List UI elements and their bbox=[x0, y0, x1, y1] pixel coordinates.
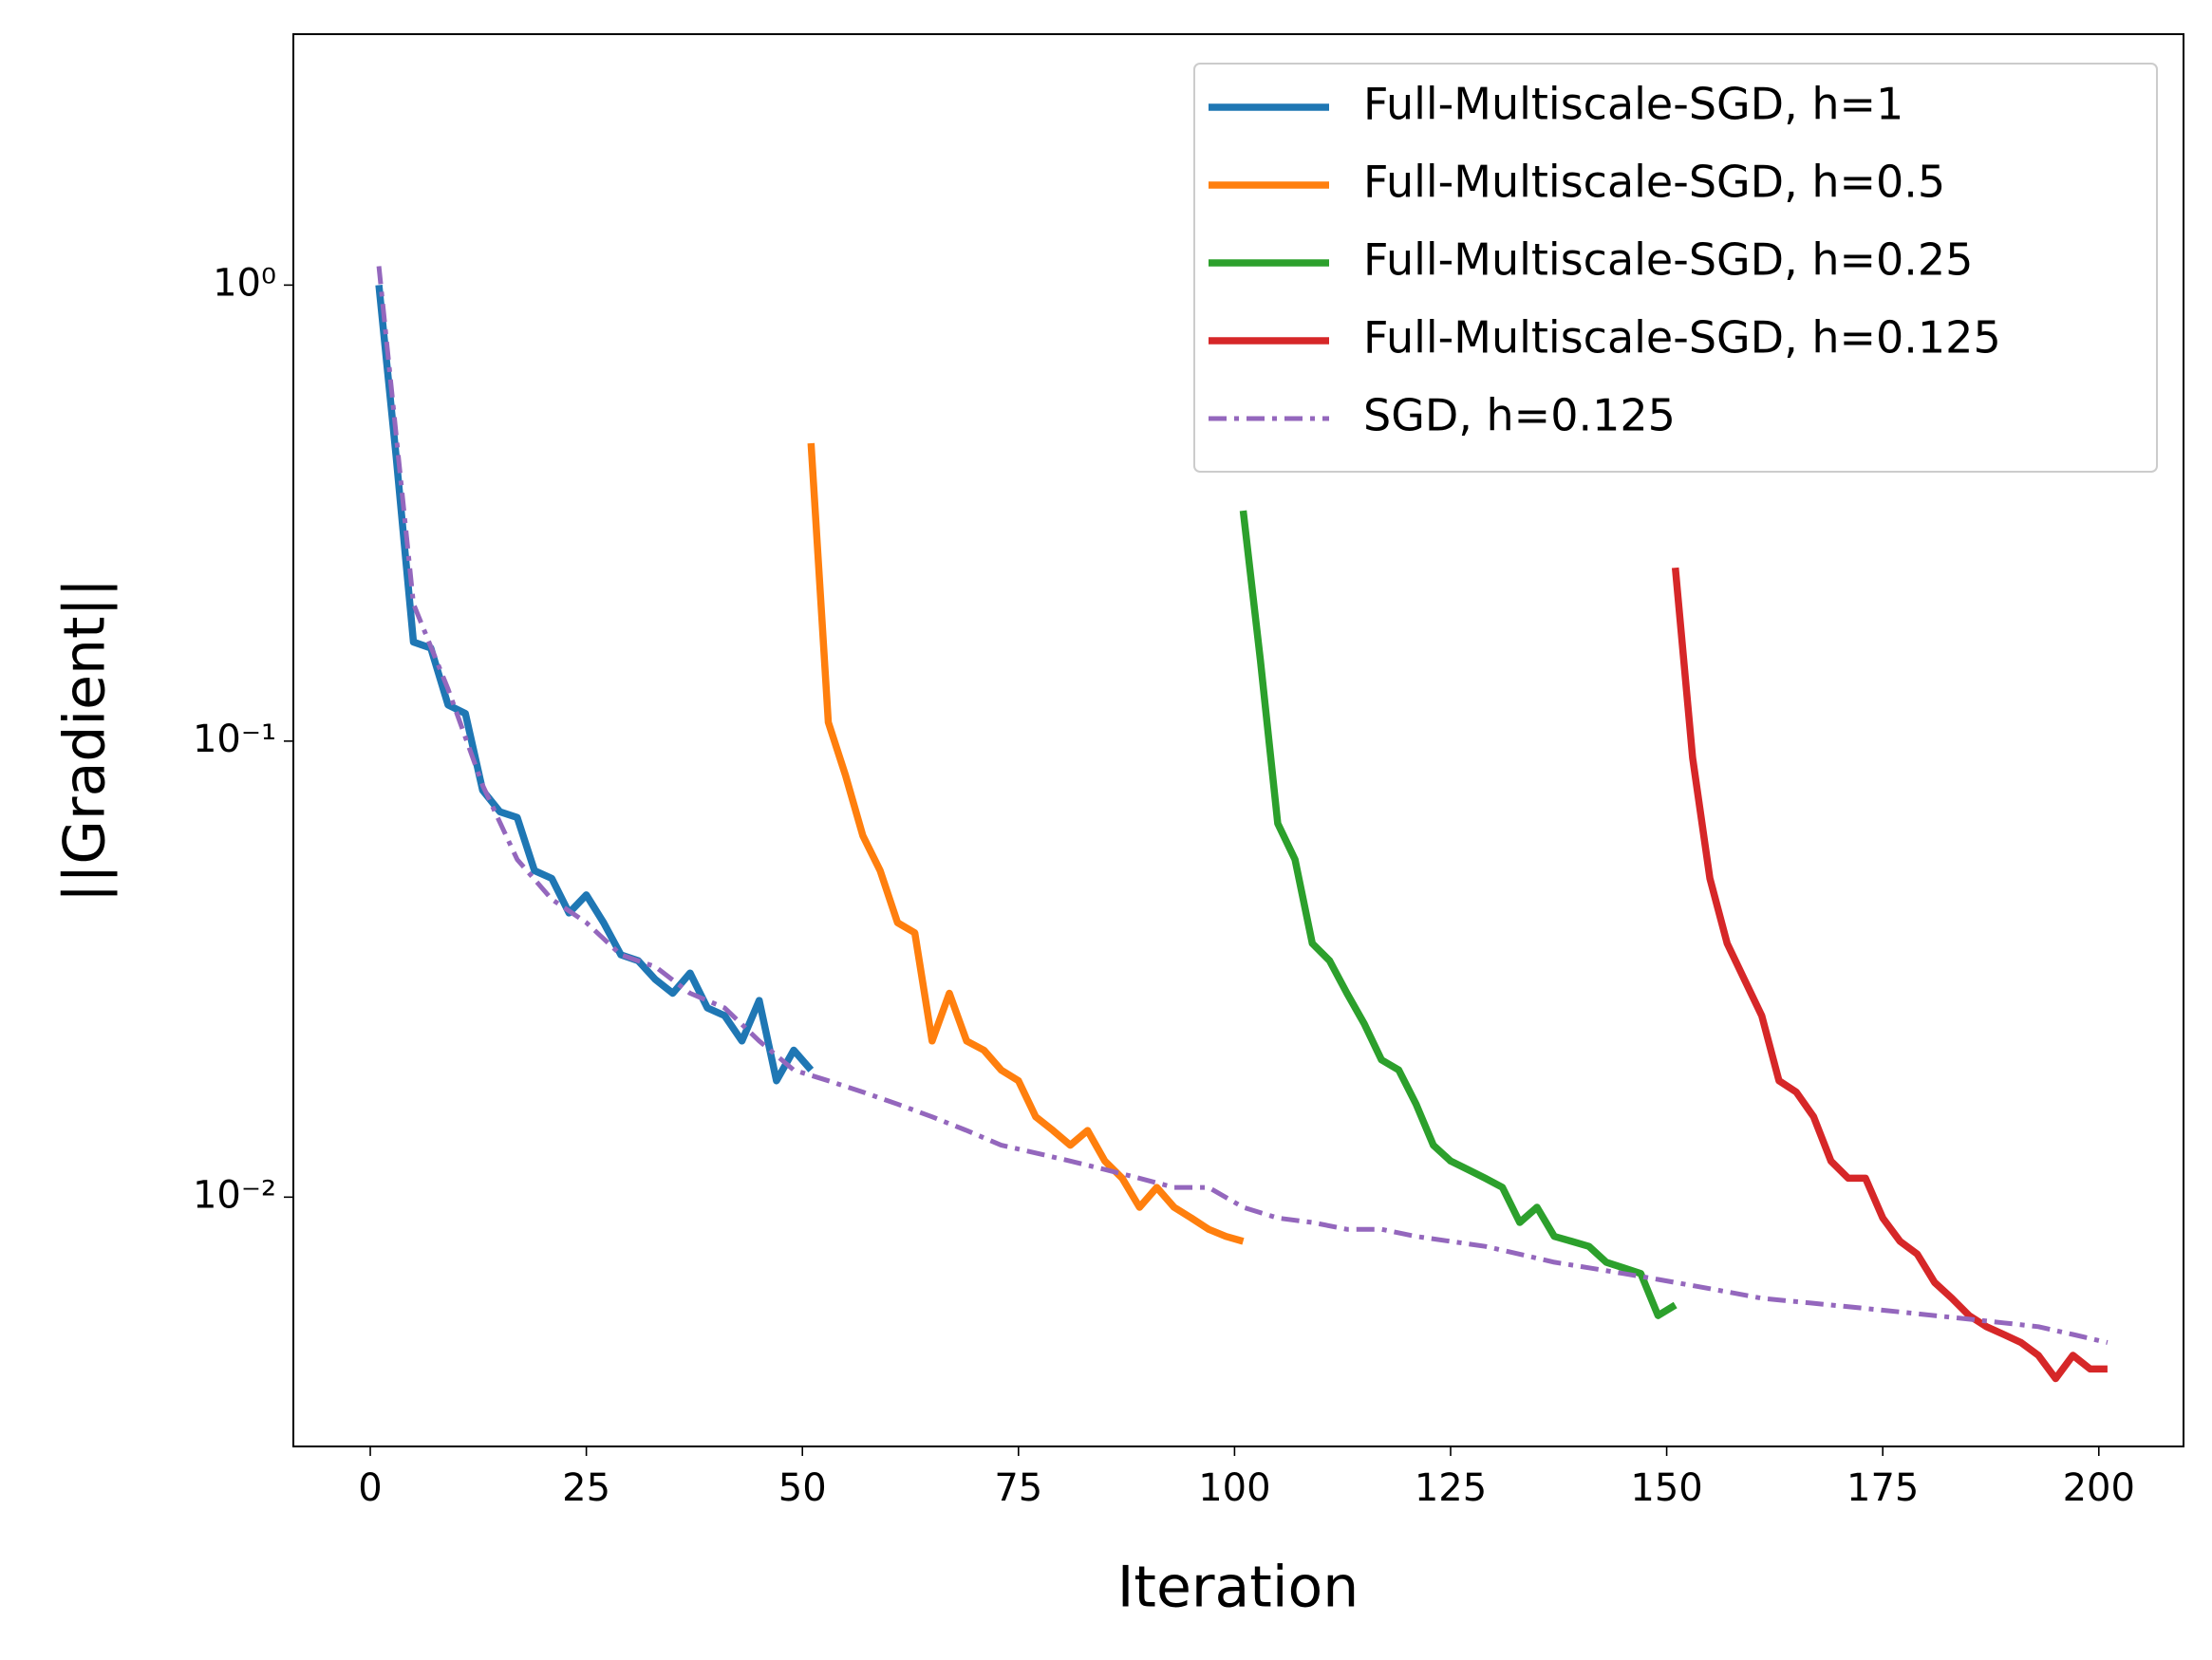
series-line bbox=[1239, 510, 1678, 1319]
series-line bbox=[376, 266, 2109, 1345]
series-line bbox=[1671, 567, 2108, 1383]
x-tick-label: 75 bbox=[994, 1466, 1042, 1510]
legend-label: Full-Multiscale-SGD, h=1 bbox=[1363, 79, 1903, 130]
y-tick-label: 10⁻² bbox=[193, 1173, 276, 1217]
x-axis-label: Iteration bbox=[1117, 1555, 1359, 1621]
y-tick-label: 10⁰ bbox=[213, 261, 276, 305]
x-tick-label: 150 bbox=[1630, 1466, 1702, 1510]
legend-label: Full-Multiscale-SGD, h=0.25 bbox=[1363, 234, 1973, 286]
legend-label: SGD, h=0.125 bbox=[1363, 390, 1676, 441]
series-line bbox=[375, 285, 815, 1085]
legend-label: Full-Multiscale-SGD, h=0.5 bbox=[1363, 157, 1945, 208]
plot-frame bbox=[292, 33, 2184, 1447]
legend-label: Full-Multiscale-SGD, h=0.125 bbox=[1363, 312, 2001, 364]
x-tick-label: 175 bbox=[1846, 1466, 1919, 1510]
x-tick-label: 125 bbox=[1415, 1466, 1487, 1510]
x-tick-label: 0 bbox=[358, 1466, 382, 1510]
legend-box bbox=[1193, 63, 2158, 473]
x-tick-label: 200 bbox=[2063, 1466, 2135, 1510]
x-tick-label: 25 bbox=[562, 1466, 610, 1510]
y-axis-label: ||Gradient|| bbox=[52, 578, 119, 903]
series-line bbox=[807, 442, 1245, 1245]
x-tick-label: 100 bbox=[1198, 1466, 1270, 1510]
x-tick-label: 50 bbox=[778, 1466, 827, 1510]
y-tick-label: 10⁻¹ bbox=[193, 718, 276, 761]
